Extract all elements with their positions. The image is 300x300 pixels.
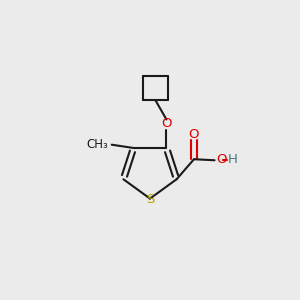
Text: CH₃: CH₃ <box>86 138 108 151</box>
Text: O: O <box>189 128 199 141</box>
Text: O: O <box>216 153 226 166</box>
Text: S: S <box>146 193 154 206</box>
Text: H: H <box>228 153 238 166</box>
Text: O: O <box>161 117 172 130</box>
